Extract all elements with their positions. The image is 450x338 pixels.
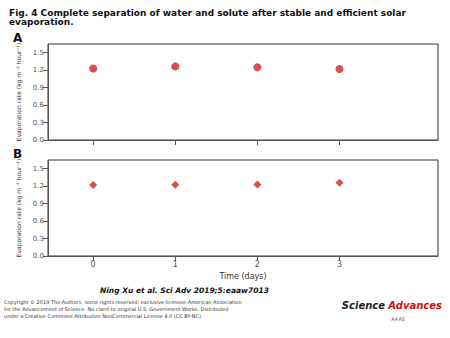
svg-text:Evaporation rate (kg m⁻² hour⁻: Evaporation rate (kg m⁻² hour⁻¹): [15, 43, 23, 142]
svg-text:1.5: 1.5: [33, 165, 44, 173]
svg-text:B: B: [13, 147, 22, 161]
svg-text:evaporation.: evaporation.: [9, 17, 74, 27]
svg-text:0.6: 0.6: [33, 217, 45, 225]
svg-text:0.9: 0.9: [33, 200, 44, 208]
svg-text:1.2: 1.2: [33, 66, 44, 74]
svg-text:0.3: 0.3: [33, 119, 44, 127]
svg-text:for the Advancement of Science: for the Advancement of Science. No claim…: [4, 306, 228, 313]
svg-text:3: 3: [337, 260, 342, 269]
svg-text:Evaporation rate (kg m⁻² hour⁻: Evaporation rate (kg m⁻² hour⁻¹): [15, 159, 23, 258]
svg-text:1: 1: [173, 260, 178, 269]
svg-text:under a Creative Commons Attri: under a Creative Commons Attribution Non…: [4, 313, 203, 319]
svg-text:2: 2: [255, 260, 260, 269]
svg-text:Advances: Advances: [387, 300, 442, 311]
svg-text:AAAS: AAAS: [391, 316, 405, 322]
svg-text:Science: Science: [342, 300, 385, 311]
svg-text:0.0: 0.0: [33, 136, 44, 144]
svg-text:0: 0: [91, 260, 96, 269]
svg-text:1.5: 1.5: [33, 49, 44, 57]
svg-text:0.9: 0.9: [33, 84, 44, 92]
svg-text:Fig. 4 Complete separation of: Fig. 4 Complete separation of water and …: [9, 7, 410, 18]
svg-text:Copyright © 2019 The Authors,: Copyright © 2019 The Authors, some right…: [4, 299, 242, 306]
svg-text:Ning Xu et al. Sci Adv 2019;5:: Ning Xu et al. Sci Adv 2019;5:eaaw7013: [100, 286, 269, 295]
svg-text:Time (days): Time (days): [218, 272, 266, 281]
svg-text:1.2: 1.2: [33, 182, 44, 190]
svg-text:A: A: [13, 31, 23, 45]
svg-text:0.0: 0.0: [33, 252, 44, 260]
svg-text:0.3: 0.3: [33, 235, 44, 243]
svg-text:0.6: 0.6: [33, 101, 45, 109]
